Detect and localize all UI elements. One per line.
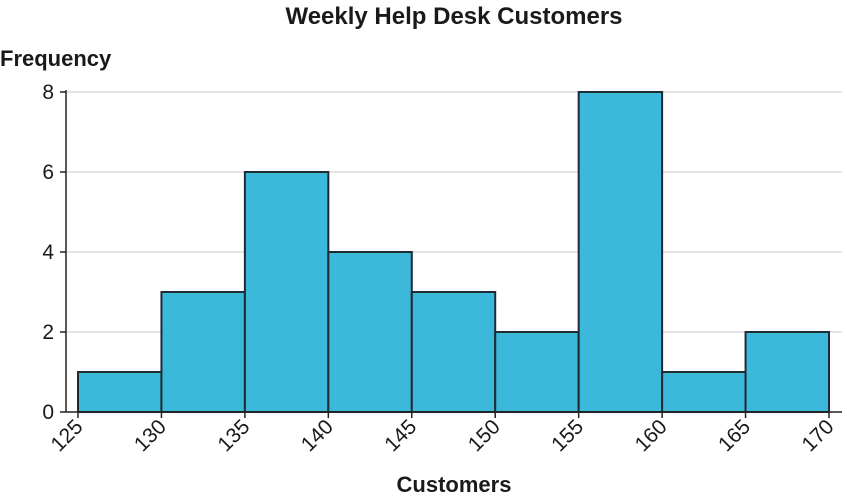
y-tick-label: 2 xyxy=(42,321,54,344)
histogram-bar-150-155 xyxy=(494,331,580,413)
axes xyxy=(60,90,842,418)
chart-title: Weekly Help Desk Customers xyxy=(285,3,622,30)
y-tick-label: 4 xyxy=(42,241,54,264)
x-tick-label: 160 xyxy=(631,415,672,456)
x-axis-label: Customers xyxy=(397,472,512,497)
histogram-bar-160-165 xyxy=(661,371,747,413)
histogram-bar-155-160 xyxy=(577,91,664,413)
x-tick-labels: 125 130 135 140 145 150 155 160 165 170 xyxy=(46,415,838,456)
bars xyxy=(77,91,830,413)
y-tick-label: 8 xyxy=(42,81,54,104)
histogram-bar-135-140 xyxy=(243,171,330,413)
histogram-bar-145-150 xyxy=(410,291,497,413)
x-tick-label: 130 xyxy=(130,415,171,456)
y-axis-label: Frequency xyxy=(0,46,112,71)
histogram-bar-165-170 xyxy=(744,331,830,413)
histogram-bar-130-135 xyxy=(160,291,246,413)
y-tick-labels: 0 2 4 6 8 xyxy=(42,81,54,424)
x-tick-label: 140 xyxy=(297,415,338,456)
x-tick-label: 150 xyxy=(464,415,505,456)
x-tick-label: 170 xyxy=(797,415,838,456)
x-tick-label: 135 xyxy=(213,415,254,456)
y-tick-label: 0 xyxy=(42,401,54,424)
x-tick-label: 155 xyxy=(547,415,588,456)
histogram-bar-140-145 xyxy=(327,251,413,413)
histogram-bar-125-130 xyxy=(77,371,163,413)
y-tick-label: 6 xyxy=(42,161,54,184)
x-tick-label: 165 xyxy=(714,415,755,456)
x-tick-label: 145 xyxy=(380,415,421,456)
